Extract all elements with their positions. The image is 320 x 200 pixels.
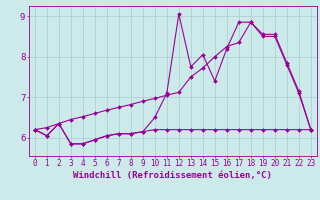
X-axis label: Windchill (Refroidissement éolien,°C): Windchill (Refroidissement éolien,°C) [73, 171, 272, 180]
